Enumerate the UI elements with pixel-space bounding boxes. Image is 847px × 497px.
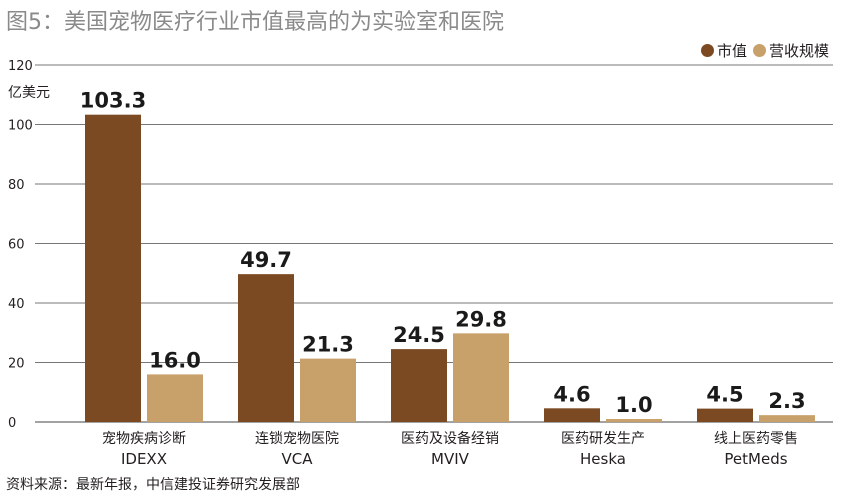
y-tick-label: 20 — [8, 357, 25, 372]
category-label-en: MVIV — [431, 450, 470, 468]
category-label-cn: 医药研发生产 — [561, 431, 645, 447]
data-label-market-cap: 4.6 — [553, 382, 590, 406]
y-tick-label: 0 — [8, 416, 16, 431]
bar-revenue — [453, 333, 509, 422]
legend-label-revenue: 营收规模 — [768, 42, 829, 60]
bar-revenue — [606, 419, 662, 422]
y-tick-label: 80 — [8, 178, 25, 193]
data-label-revenue: 16.0 — [149, 348, 201, 372]
category-label-en: IDEXX — [121, 450, 167, 468]
y-tick-label: 40 — [8, 297, 25, 312]
y-tick-label: 100 — [8, 119, 33, 134]
bar-market-cap — [697, 408, 753, 422]
data-label-market-cap: 103.3 — [80, 89, 146, 113]
data-label-revenue: 2.3 — [768, 389, 805, 413]
category-label-cn: 连锁宠物医院 — [255, 431, 339, 447]
category-label-cn: 医药及设备经销 — [401, 430, 499, 447]
category-label-en: PetMeds — [724, 450, 787, 468]
bar-revenue — [759, 415, 815, 422]
legend-label-market-cap: 市值 — [716, 42, 747, 60]
legend-item-market-cap: 市值 — [700, 40, 747, 61]
category-label-en: VCA — [282, 450, 314, 468]
legend: 市值 营收规模 — [695, 40, 829, 61]
chart-title: 图5：美国宠物医疗行业市值最高的为实验室和医院 — [6, 10, 504, 35]
y-tick-label: 120 — [8, 59, 33, 74]
category-label-cn: 宠物疾病诊断 — [102, 431, 186, 447]
data-label-market-cap: 49.7 — [240, 248, 292, 272]
data-label-market-cap: 4.5 — [706, 383, 743, 407]
data-label-revenue: 1.0 — [615, 393, 652, 417]
legend-swatch-revenue — [752, 44, 766, 57]
data-label-revenue: 29.8 — [455, 307, 507, 331]
y-axis-unit-label: 亿美元 — [8, 85, 50, 101]
data-label-revenue: 21.3 — [302, 333, 354, 357]
source-note: 资料来源：最新年报，中信建投证券研究发展部 — [6, 477, 300, 493]
category-label-cn: 线上医药零售 — [714, 431, 798, 447]
bar-market-cap — [544, 408, 600, 422]
bar-market-cap — [238, 274, 294, 422]
y-tick-label: 60 — [8, 238, 25, 253]
category-label-en: Heska — [580, 450, 626, 468]
bar-revenue — [300, 358, 356, 422]
data-label-market-cap: 24.5 — [393, 323, 445, 347]
bar-market-cap — [85, 114, 141, 423]
legend-item-revenue: 营收规模 — [752, 40, 829, 61]
bar-revenue — [147, 374, 203, 422]
bar-market-cap — [391, 349, 447, 422]
legend-swatch-market-cap — [700, 44, 714, 57]
